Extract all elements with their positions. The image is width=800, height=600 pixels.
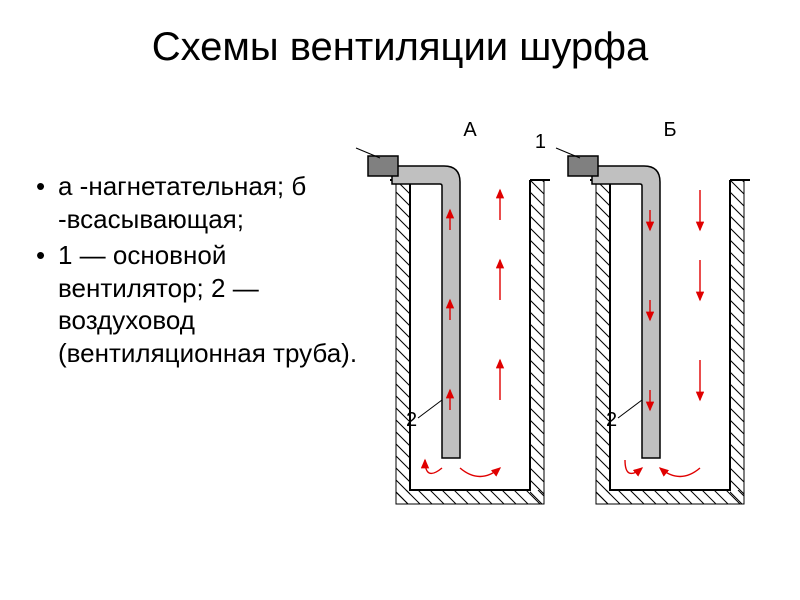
ground-hatch (350, 180, 790, 504)
fan (368, 156, 398, 176)
airflow-arrows (625, 190, 700, 477)
diagram-area: 12А12Б (360, 130, 800, 373)
page-title: Схемы вентиляции шурфа (0, 0, 800, 70)
panel-label: А (463, 119, 477, 141)
panel-label: Б (663, 119, 676, 141)
fan (568, 156, 598, 176)
label-2: 2 (406, 409, 417, 431)
bullet-item: 1 — основной вентилятор; 2 — воздуховод … (30, 239, 360, 369)
airflow-arrows (425, 190, 500, 477)
ground-hatch (350, 180, 790, 504)
bullet-list: а -нагнетательная; б -всасывающая; 1 — о… (0, 130, 360, 373)
label-2: 2 (606, 409, 617, 431)
ventilation-diagram: 12А12Б (350, 100, 790, 520)
shaft-outline (410, 180, 530, 490)
label-1: 1 (535, 131, 546, 153)
content-row: а -нагнетательная; б -всасывающая; 1 — о… (0, 130, 800, 373)
bullet-item: а -нагнетательная; б -всасывающая; (30, 170, 360, 235)
shaft-outline (610, 180, 730, 490)
